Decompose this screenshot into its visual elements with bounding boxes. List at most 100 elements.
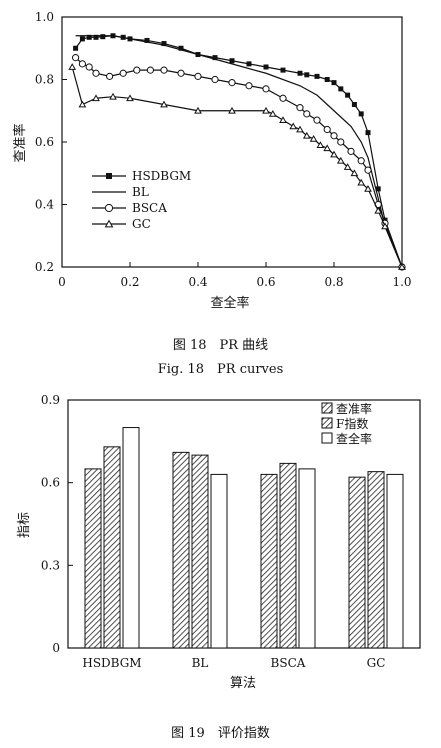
- data-point-triangle: [268, 109, 277, 117]
- data-point-triangle: [78, 100, 87, 108]
- data-point-square: [338, 86, 344, 92]
- data-point-triangle: [309, 134, 318, 142]
- data-point-circle: [119, 69, 127, 77]
- data-point-triangle: [302, 131, 311, 139]
- data-point-triangle: [296, 125, 304, 133]
- data-point-triangle: [279, 116, 287, 123]
- plot-frame: [67, 399, 421, 649]
- data-point-triangle: [262, 106, 270, 114]
- data-point-square: [324, 77, 330, 82]
- y-tick-label: 0.3: [41, 558, 60, 572]
- y-tick-label: 0.2: [35, 260, 54, 274]
- data-point-triangle: [289, 122, 298, 130]
- data-point-triangle: [228, 106, 236, 114]
- y-tick-label: 0.4: [35, 198, 54, 212]
- data-point-triangle: [343, 163, 352, 170]
- plot-frame: [61, 16, 403, 268]
- x-tick-label: 0.4: [188, 275, 207, 289]
- data-point-square: [161, 41, 167, 47]
- bar: [122, 427, 140, 649]
- legend-swatch: [321, 402, 333, 414]
- data-point-circle: [211, 75, 219, 84]
- figure-caption-cn: 图 19 评价指数: [171, 726, 270, 741]
- data-point-circle: [194, 72, 202, 80]
- x-tick-label: HSDBGM: [82, 656, 141, 670]
- pr-curve-chart: 查准率 查全率 0 0.2 0.4 0.6 0.8 1.0 0.2 0.4 0.6 0.8 1.0 H…: [12, 10, 412, 311]
- data-point-square: [246, 61, 252, 67]
- data-point-circle: [177, 69, 185, 77]
- data-point-circle: [330, 132, 338, 140]
- data-point-square: [212, 55, 218, 61]
- data-point-triangle: [374, 206, 383, 214]
- data-point-circle: [303, 110, 311, 118]
- y-tick-label: 0: [52, 641, 60, 655]
- legend-swatch: [321, 417, 333, 429]
- data-point-triangle: [364, 184, 372, 192]
- data-point-triangle: [126, 94, 134, 102]
- data-point-circle: [262, 85, 270, 93]
- figure-caption-cn: 图 18 PR 曲线: [172, 338, 269, 353]
- y-tick-label: 0.6: [41, 476, 60, 490]
- data-point-square: [280, 67, 286, 73]
- data-point-triangle: [104, 219, 114, 228]
- data-point-triangle: [109, 92, 117, 100]
- data-point-circle: [313, 116, 321, 124]
- x-axis-label: 查全率: [210, 295, 249, 311]
- bar: [210, 473, 228, 649]
- series-line-bl: [75, 35, 403, 268]
- series-line-bsca: [75, 57, 403, 268]
- data-point-square: [86, 34, 92, 40]
- data-point-circle: [279, 94, 287, 102]
- y-tick-label: 0.8: [35, 73, 54, 87]
- data-point-circle: [92, 69, 100, 77]
- y-axis-label: 指标: [17, 512, 32, 538]
- data-point-circle: [133, 66, 141, 74]
- x-tick-label: 0.2: [120, 275, 139, 289]
- data-point-triangle: [381, 222, 389, 230]
- figure-caption-en: Fig. 18 PR curves: [157, 362, 284, 377]
- data-point-circle: [78, 60, 87, 68]
- data-point-circle: [104, 203, 114, 213]
- data-point-square: [304, 72, 310, 78]
- y-tick-label: 1.0: [35, 10, 54, 24]
- data-point-circle: [347, 147, 355, 155]
- bar: [103, 446, 121, 649]
- data-point-circle: [337, 138, 345, 146]
- data-point-circle: [245, 82, 253, 90]
- data-point-circle: [364, 166, 372, 174]
- data-point-triangle: [350, 169, 359, 177]
- y-axis-label: 查准率: [12, 123, 28, 162]
- y-tick-label: 0.9: [41, 393, 60, 407]
- data-point-triangle: [160, 100, 168, 108]
- series-line-gc: [71, 66, 403, 268]
- x-tick-label: 1.0: [392, 275, 411, 289]
- data-point-square: [358, 111, 364, 117]
- x-axis-label: 算法: [230, 676, 256, 691]
- data-point-circle: [160, 66, 168, 74]
- data-point-square: [178, 45, 184, 51]
- data-point-circle: [72, 54, 80, 62]
- data-point-circle: [106, 72, 114, 80]
- data-point-triangle: [92, 94, 100, 102]
- data-point-square: [365, 130, 371, 136]
- data-point-square: [106, 173, 112, 179]
- data-point-square: [100, 34, 106, 40]
- data-point-circle: [85, 63, 93, 71]
- bar: [260, 473, 278, 649]
- y-tick-label: 0.6: [35, 135, 54, 149]
- bar: [298, 468, 316, 649]
- legend-label: GC: [132, 217, 151, 231]
- data-point-square: [331, 80, 337, 86]
- data-point-triangle: [68, 63, 77, 70]
- legend-label: BL: [132, 185, 149, 199]
- data-point-square: [263, 64, 269, 70]
- data-point-square: [314, 73, 320, 79]
- data-point-square: [375, 186, 381, 192]
- legend-label: BSCA: [132, 201, 167, 215]
- data-point-triangle: [357, 178, 366, 186]
- data-point-square: [229, 58, 235, 64]
- data-point-square: [79, 36, 85, 42]
- data-point-triangle: [194, 106, 202, 114]
- bar: [279, 462, 297, 649]
